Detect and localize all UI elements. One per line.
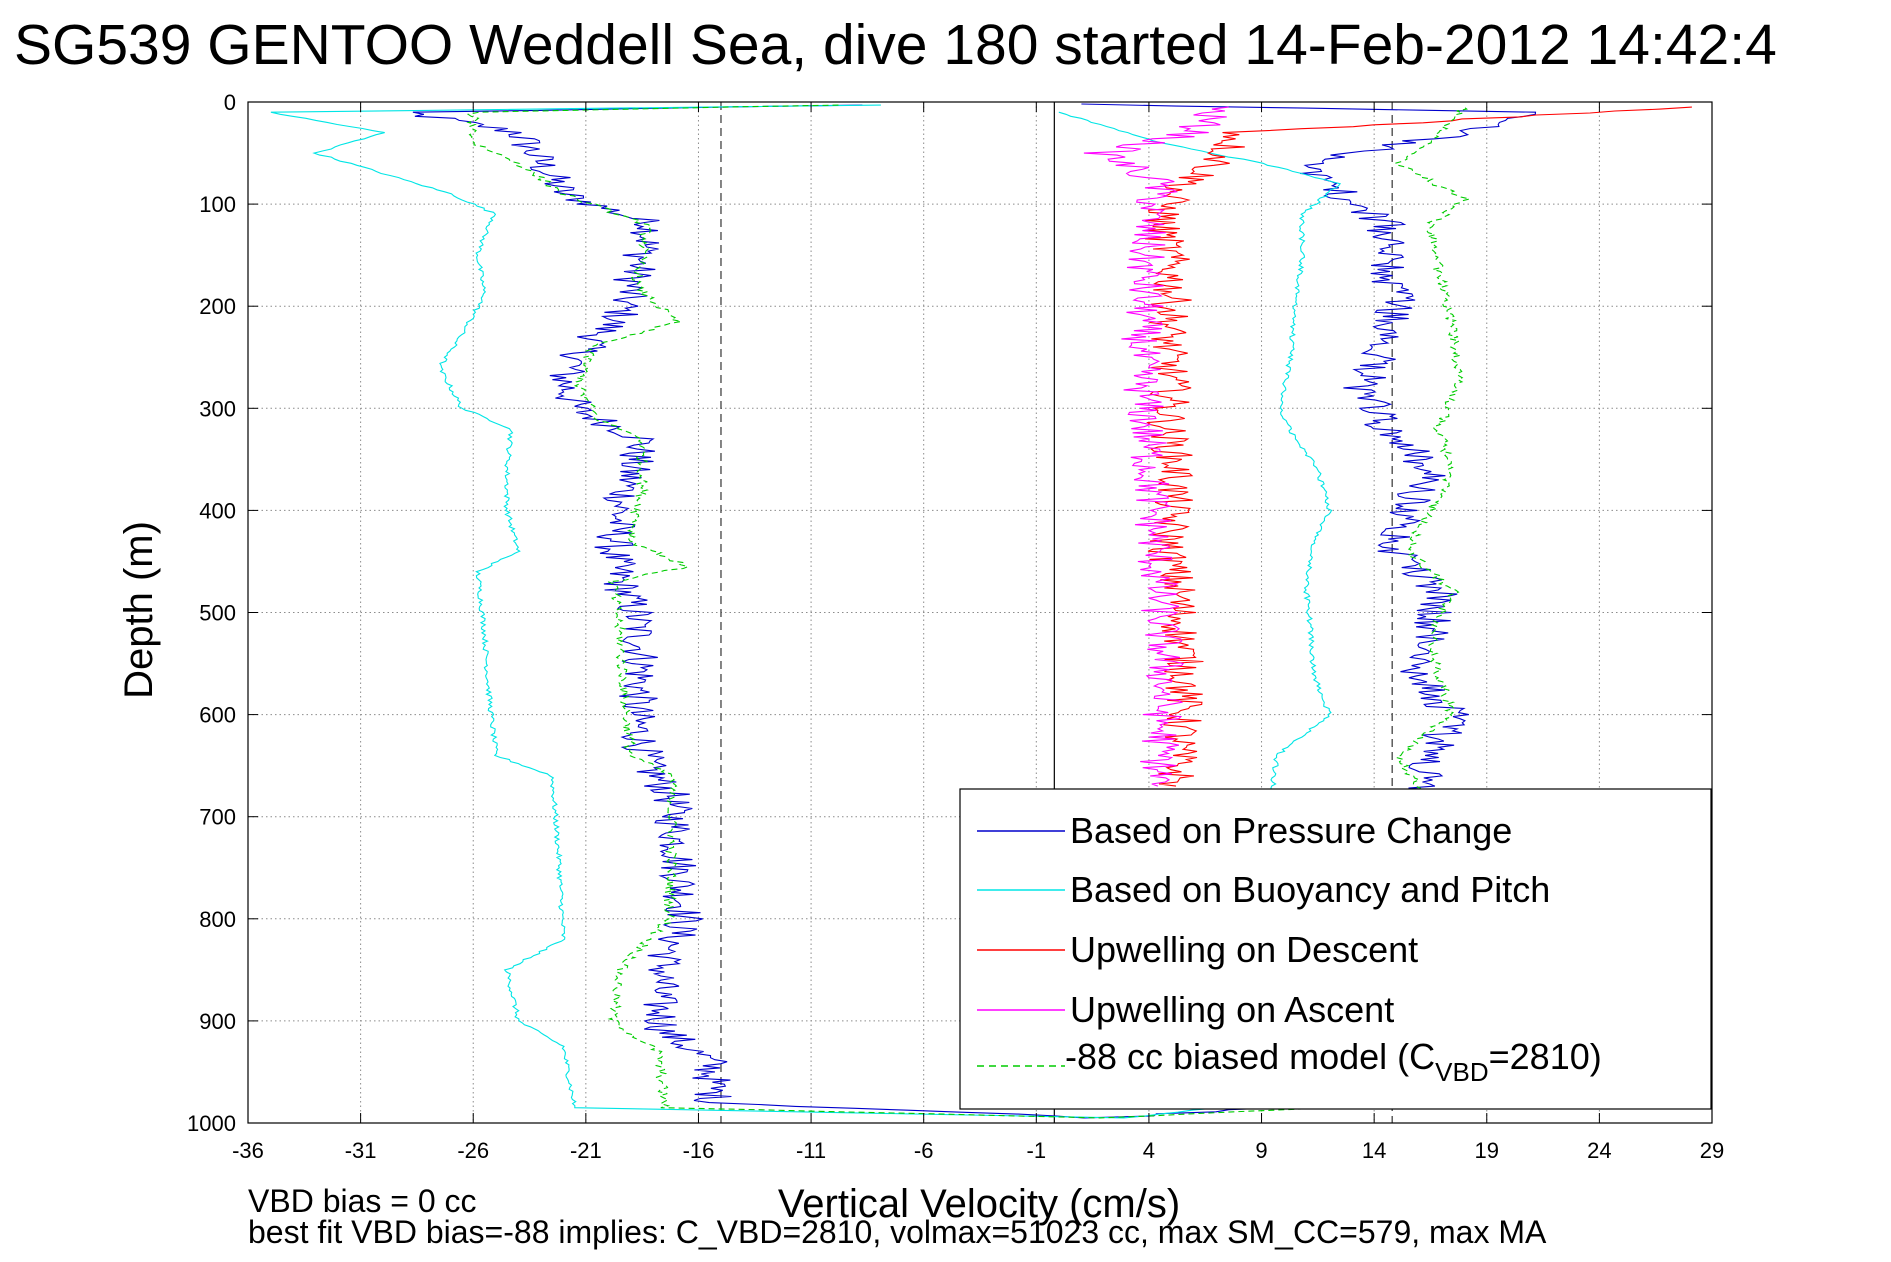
legend-box <box>959 788 1712 1110</box>
legend-label-descent: Upwelling on Descent <box>1070 929 1418 970</box>
x-tick-label: -21 <box>570 1138 602 1163</box>
series-line <box>466 104 1470 1119</box>
legend-label-model: -88 cc biased model (CVBD=2810) <box>1065 1036 1602 1087</box>
legend-label-buoyancy: Based on Buoyancy and Pitch <box>1070 869 1550 910</box>
y-tick-label: 300 <box>199 396 236 421</box>
x-tick-label: 9 <box>1255 1138 1267 1163</box>
series-layer <box>270 103 1692 1119</box>
x-tick-label: 4 <box>1143 1138 1155 1163</box>
legend-label-model-suffix: =2810) <box>1489 1036 1602 1077</box>
x-tick-label: 19 <box>1475 1138 1499 1163</box>
x-tick-label: -26 <box>457 1138 489 1163</box>
y-tick-label: 700 <box>199 805 236 830</box>
legend-label-ascent: Upwelling on Ascent <box>1070 989 1394 1030</box>
series-line <box>270 104 1342 1119</box>
x-tick-label: -6 <box>914 1138 934 1163</box>
legend-label-pressure: Based on Pressure Change <box>1070 810 1512 851</box>
chart-title: SG539 GENTOO Weddell Sea, dive 180 start… <box>14 13 1777 77</box>
y-tick-label: 800 <box>199 907 236 932</box>
y-tick-label: 100 <box>199 192 236 217</box>
y-tick-label: 600 <box>199 703 236 728</box>
y-tick-label: 400 <box>199 498 236 523</box>
y-tick-label: 500 <box>199 601 236 626</box>
x-tick-label: 14 <box>1362 1138 1386 1163</box>
x-tick-label: 24 <box>1587 1138 1611 1163</box>
x-tick-label: 29 <box>1700 1138 1724 1163</box>
y-tick-label: 1000 <box>187 1111 236 1136</box>
y-tick-label: 900 <box>199 1009 236 1034</box>
series-line <box>1083 106 1229 787</box>
x-axis-ticks: -36 -31 -26 -21 -16 -11 -6 -1 4 9 14 19 24 29 <box>232 102 1724 1163</box>
legend-label-model-sub: VBD <box>1435 1057 1488 1087</box>
legend-label-model-prefix: -88 cc biased model (C <box>1065 1036 1435 1077</box>
footer-line-1: VBD bias = 0 cc <box>248 1183 477 1219</box>
x-tick-label: -16 <box>683 1138 715 1163</box>
x-tick-label: -1 <box>1027 1138 1047 1163</box>
x-axis-label: Vertical Velocity (cm/s) <box>778 1182 1180 1226</box>
x-tick-label: -11 <box>796 1138 826 1163</box>
legend: Based on Pressure Change Based on Buoyan… <box>959 788 1712 1110</box>
x-tick-label: -36 <box>232 1138 264 1163</box>
footer-line-2: best fit VBD bias=-88 implies: C_VBD=281… <box>248 1214 1547 1250</box>
y-axis-label: Depth (m) <box>117 521 161 699</box>
y-tick-label: 0 <box>224 90 236 115</box>
y-tick-label: 200 <box>199 294 236 319</box>
series-line <box>1144 106 1692 787</box>
x-tick-label: -31 <box>345 1138 377 1163</box>
